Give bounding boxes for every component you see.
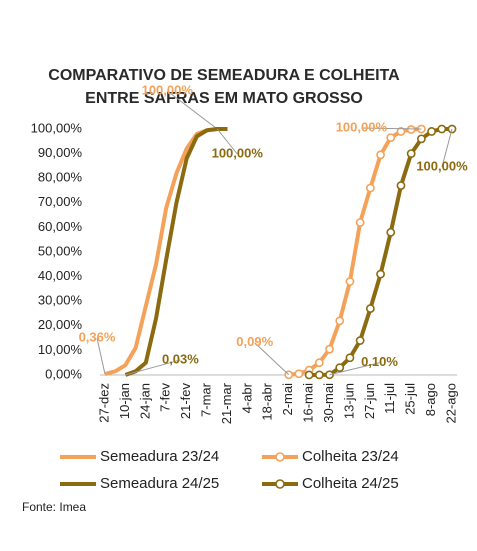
leader-line bbox=[216, 128, 238, 155]
legend-label: Semeadura 24/25 bbox=[100, 475, 219, 492]
value-label: 0,10% bbox=[361, 354, 398, 369]
value-label: 100,00% bbox=[212, 145, 264, 160]
value-label: 0,36% bbox=[79, 330, 116, 345]
x-tick-label: 22-ago bbox=[443, 383, 458, 423]
legend-marker bbox=[275, 452, 285, 462]
x-tick-label: 27-jun bbox=[362, 383, 377, 419]
y-tick-label: 30,00% bbox=[38, 293, 83, 308]
series-line bbox=[124, 127, 228, 377]
leader-line bbox=[166, 90, 218, 130]
legend-label: Colheita 23/24 bbox=[302, 448, 399, 465]
leader-line bbox=[441, 128, 453, 168]
y-tick-label: 80,00% bbox=[38, 170, 83, 185]
value-label: 0,03% bbox=[162, 351, 199, 366]
leader-line bbox=[125, 359, 181, 376]
y-tick-label: 100,00% bbox=[31, 120, 83, 135]
point bbox=[386, 227, 396, 237]
point bbox=[355, 336, 365, 345]
x-tick-label: 25-jul bbox=[403, 383, 418, 415]
point bbox=[294, 369, 304, 379]
y-tick-label: 0,00% bbox=[45, 366, 82, 381]
legend-label: Colheita 24/25 bbox=[302, 475, 399, 492]
chart-title: ENTRE SAFRAS EM MATO GROSSO bbox=[85, 90, 363, 107]
x-tick-label: 27-dez bbox=[96, 383, 111, 423]
x-tick-label: 24-jan bbox=[137, 383, 152, 419]
y-tick-label: 40,00% bbox=[38, 268, 83, 283]
leader-line bbox=[254, 342, 290, 376]
value-label: 100,00% bbox=[142, 82, 194, 97]
y-tick-label: 60,00% bbox=[38, 219, 83, 234]
value-label: 100,00% bbox=[336, 119, 388, 134]
y-tick-label: 90,00% bbox=[38, 145, 83, 160]
point bbox=[376, 269, 385, 279]
point bbox=[345, 353, 355, 363]
y-tick-label: 10,00% bbox=[38, 342, 83, 357]
y-tick-label: 20,00% bbox=[38, 317, 83, 332]
leader-line bbox=[329, 362, 380, 376]
point bbox=[427, 127, 436, 136]
point bbox=[406, 149, 416, 158]
x-tick-label: 11-jul bbox=[382, 383, 397, 414]
chart-title: COMPARATIVO DE SEMEADURA E COLHEITA bbox=[48, 67, 400, 84]
x-tick-label: 10-jan bbox=[117, 383, 132, 419]
y-tick-label: 70,00% bbox=[38, 194, 83, 209]
leader-line bbox=[96, 338, 106, 375]
source: Fonte: Imea bbox=[22, 500, 86, 514]
point bbox=[406, 125, 416, 134]
x-tick-label: 16-mai bbox=[301, 383, 316, 423]
value-label: 0,09% bbox=[236, 334, 273, 349]
point bbox=[314, 370, 324, 380]
point bbox=[304, 370, 314, 380]
point bbox=[396, 127, 406, 136]
point bbox=[437, 124, 447, 134]
point bbox=[345, 277, 355, 286]
point bbox=[335, 316, 345, 326]
x-tick-label: 21-fev bbox=[178, 383, 193, 420]
x-tick-label: 4-abr bbox=[239, 382, 254, 413]
point bbox=[386, 133, 396, 143]
point bbox=[355, 218, 365, 227]
x-tick-label: 21-mar bbox=[219, 382, 234, 424]
x-tick-label: 30-mai bbox=[321, 383, 336, 423]
x-tick-label: 18-abr bbox=[260, 382, 275, 420]
point bbox=[365, 304, 375, 313]
point bbox=[335, 363, 345, 373]
legend-label: Semeadura 23/24 bbox=[100, 448, 219, 465]
leader-line bbox=[361, 127, 422, 130]
legend-marker bbox=[275, 479, 285, 489]
point bbox=[325, 344, 334, 354]
point bbox=[376, 150, 385, 160]
value-label: 100,00% bbox=[416, 158, 468, 173]
point bbox=[314, 358, 324, 368]
x-tick-label: 2-mai bbox=[280, 383, 295, 416]
x-tick-label: 7-fev bbox=[158, 383, 173, 412]
x-tick-label: 13-jun bbox=[341, 383, 356, 419]
y-tick-label: 50,00% bbox=[38, 243, 83, 258]
point bbox=[396, 181, 406, 190]
x-tick-label: 8-ago bbox=[423, 383, 438, 416]
x-tick-label: 7-mar bbox=[198, 382, 213, 417]
point bbox=[365, 183, 375, 193]
point bbox=[416, 134, 426, 144]
